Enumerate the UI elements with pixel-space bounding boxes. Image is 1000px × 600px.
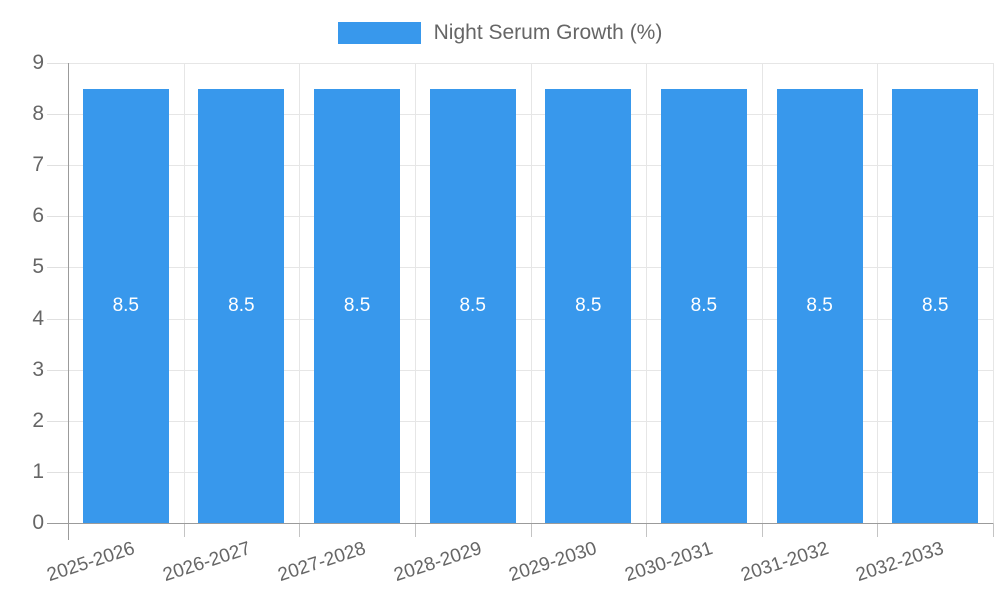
bar-value-label: 8.5 <box>806 294 833 316</box>
bar: 8.5 <box>198 88 285 523</box>
x-tick-mark <box>993 523 994 537</box>
x-tick-mark <box>646 523 648 537</box>
legend-label: Night Serum Growth (%) <box>433 21 663 44</box>
y-tick-label: 1 <box>32 459 44 483</box>
y-tick-label: 4 <box>32 306 44 330</box>
bar-value-label: 8.5 <box>112 294 139 316</box>
bar-value-label: 8.5 <box>228 294 255 316</box>
bar-value-label: 8.5 <box>575 294 602 316</box>
y-tick-label: 8 <box>32 102 44 126</box>
y-tick-mark <box>47 63 68 64</box>
x-tick-label: 2028-2029 <box>391 538 485 587</box>
x-gridline <box>646 63 648 523</box>
x-tick-label: 2026-2027 <box>159 538 253 587</box>
bar-value-label: 8.5 <box>690 294 718 316</box>
x-gridline <box>530 63 532 523</box>
y-tick-label: 3 <box>32 357 44 381</box>
x-tick-mark <box>761 523 763 537</box>
x-tick-mark <box>530 523 532 537</box>
x-tick-mark <box>877 523 879 537</box>
x-tick-label: 2031-2032 <box>738 538 832 587</box>
y-tick-label: 6 <box>32 204 44 228</box>
y-tick-label: 5 <box>32 255 44 279</box>
bar-value-label: 8.5 <box>921 294 949 316</box>
bar: 8.5 <box>545 88 632 523</box>
bar-value-label: 8.5 <box>459 294 486 316</box>
x-gridline <box>761 63 763 523</box>
legend: Night Serum Growth (%) <box>0 21 1000 45</box>
x-axis-line <box>47 523 993 524</box>
x-gridline <box>877 63 879 523</box>
bar: 8.5 <box>776 88 863 523</box>
bar: 8.5 <box>429 88 516 523</box>
y-tick-mark <box>47 114 68 116</box>
x-tick-label: 2030-2031 <box>622 538 716 587</box>
bar-value-label: 8.5 <box>343 294 371 316</box>
x-tick-mark <box>299 523 301 537</box>
legend-swatch <box>337 22 421 44</box>
bar: 8.5 <box>892 88 979 523</box>
bar: 8.5 <box>314 88 401 523</box>
y-tick-mark <box>47 420 68 422</box>
y-tick-mark <box>47 471 68 473</box>
x-tick-mark <box>183 523 185 537</box>
x-gridline <box>414 63 416 523</box>
y-tick-label: 7 <box>32 153 44 177</box>
y-axis-line <box>68 63 69 540</box>
legend-item[interactable]: Night Serum Growth (%) <box>337 21 663 45</box>
y-tick-mark <box>47 318 68 320</box>
bar: 8.5 <box>82 88 169 523</box>
y-tick-mark <box>47 216 68 218</box>
x-tick-label: 2032-2033 <box>853 538 947 587</box>
y-tick-mark <box>47 369 68 371</box>
x-gridline <box>299 63 301 523</box>
x-tick-label: 2025-2026 <box>44 538 138 587</box>
y-tick-label: 0 <box>32 511 44 534</box>
y-tick-label: 2 <box>32 408 44 432</box>
y-tick-label: 9 <box>32 51 44 74</box>
y-tick-mark <box>47 165 68 167</box>
x-gridline <box>183 63 185 523</box>
x-tick-mark <box>414 523 416 537</box>
x-tick-label: 2027-2028 <box>275 538 369 587</box>
bar: 8.5 <box>660 88 747 523</box>
y-tick-mark <box>47 267 68 269</box>
x-gridline <box>993 63 994 523</box>
x-tick-label: 2029-2030 <box>506 538 600 587</box>
